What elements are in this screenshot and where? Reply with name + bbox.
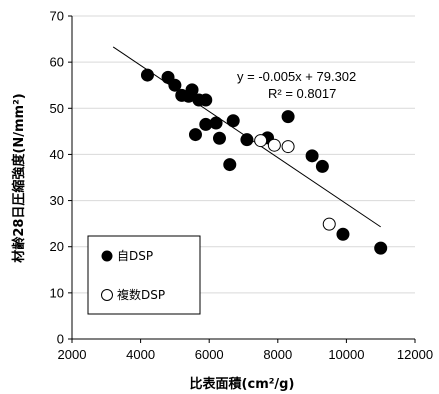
data-point-filled bbox=[188, 128, 202, 142]
legend-marker-open bbox=[101, 289, 113, 301]
data-point-filled bbox=[226, 114, 240, 128]
y-tick-label: 20 bbox=[50, 239, 64, 254]
data-point-filled bbox=[140, 68, 154, 82]
data-point-filled bbox=[223, 158, 237, 172]
data-point-filled bbox=[305, 149, 319, 163]
y-tick-label: 30 bbox=[50, 193, 64, 208]
legend-marker-filled bbox=[101, 250, 113, 262]
y-tick-label: 70 bbox=[50, 9, 64, 24]
x-tick-label: 12000 bbox=[397, 347, 433, 362]
r-squared-label: R² = 0.8017 bbox=[268, 86, 336, 101]
data-point-filled bbox=[315, 159, 329, 173]
trendline-equation: y = -0.005x + 79.302 bbox=[237, 69, 356, 84]
x-tick-label: 2000 bbox=[58, 347, 87, 362]
data-point-open bbox=[254, 134, 268, 148]
data-point-open bbox=[322, 217, 336, 231]
y-tick-label: 50 bbox=[50, 101, 64, 116]
data-point-filled bbox=[212, 131, 226, 145]
data-point-filled bbox=[168, 78, 182, 92]
y-tick-label: 40 bbox=[50, 147, 64, 162]
x-tick-label: 6000 bbox=[195, 347, 224, 362]
y-tick-label: 60 bbox=[50, 55, 64, 70]
y-tick-label: 0 bbox=[57, 332, 64, 347]
data-points bbox=[140, 68, 388, 255]
legend: 自DSP 複数DSP bbox=[87, 235, 201, 315]
x-tick-label: 10000 bbox=[328, 347, 364, 362]
axes: 0 10 20 30 40 50 60 70 2000 4000 6000 8000 10000 1200… bbox=[50, 9, 434, 363]
data-point-filled bbox=[336, 227, 350, 241]
data-point-open bbox=[281, 140, 295, 154]
x-axis-title: 比表面積(cm²/g) bbox=[190, 376, 295, 392]
legend-label-series-1: 自DSP bbox=[117, 249, 153, 263]
legend-box bbox=[87, 235, 201, 315]
legend-label-series-2: 複数DSP bbox=[117, 287, 165, 302]
y-tick-label: 10 bbox=[50, 285, 64, 300]
data-point-open bbox=[267, 138, 281, 152]
x-tick-label: 4000 bbox=[126, 347, 155, 362]
x-tick-label: 8000 bbox=[263, 347, 292, 362]
data-point-filled bbox=[374, 241, 388, 255]
data-point-filled bbox=[281, 110, 295, 124]
data-point-filled bbox=[185, 83, 199, 97]
data-point-filled bbox=[199, 93, 213, 107]
data-point-filled bbox=[240, 133, 254, 147]
data-point-filled bbox=[209, 116, 223, 130]
y-axis-title: 材齢28日圧縮強度(N/mm²) bbox=[11, 93, 27, 262]
